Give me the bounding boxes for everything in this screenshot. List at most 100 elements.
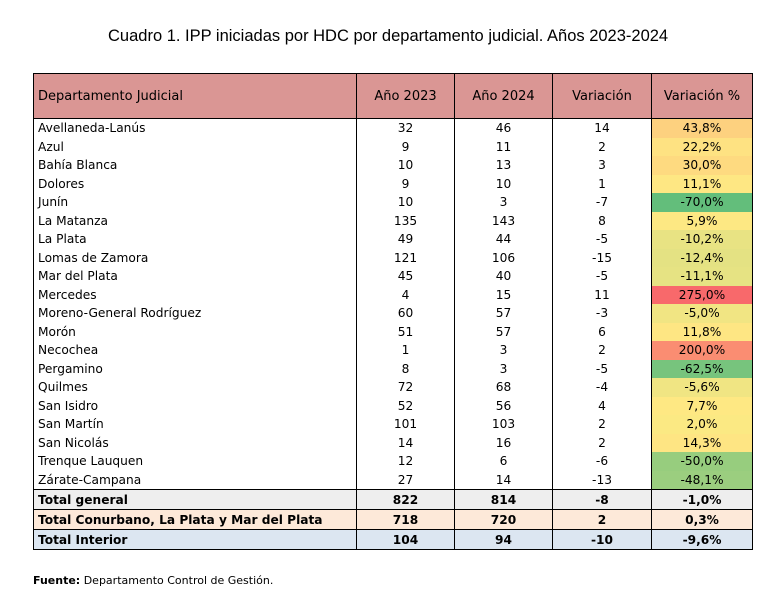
cell-anio-2023: 9 [356, 174, 455, 193]
cell-anio-2023: 8 [356, 359, 455, 378]
table-row: Azul 9 11 2 22,2% [33, 137, 753, 156]
cell-anio-2024: 11 [454, 137, 553, 156]
cell-departamento: San Martín [33, 415, 357, 434]
cell-variacion-pct: 5,9% [651, 211, 753, 230]
cell-anio-2024: 3 [454, 341, 553, 360]
cell-variacion-pct: 275,0% [651, 285, 753, 304]
header-variacion: Variación [552, 73, 652, 119]
cell-departamento: Mar del Plata [33, 267, 357, 286]
cell-departamento: Dolores [33, 174, 357, 193]
header-row: Departamento Judicial Año 2023 Año 2024 … [33, 73, 753, 119]
table-row: San Nicolás 14 16 2 14,3% [33, 433, 753, 452]
table-row: Mar del Plata 45 40 -5 -11,1% [33, 267, 753, 286]
total-anio-2023: 718 [356, 509, 455, 530]
cell-variacion: -6 [552, 452, 652, 471]
cell-departamento: Pergamino [33, 359, 357, 378]
total-anio-2023: 822 [356, 489, 455, 510]
cell-departamento: Moreno-General Rodríguez [33, 304, 357, 323]
table-row: Quilmes 72 68 -4 -5,6% [33, 378, 753, 397]
table-row: Bahía Blanca 10 13 3 30,0% [33, 156, 753, 175]
cell-anio-2023: 121 [356, 248, 455, 267]
total-variacion-pct: -1,0% [651, 489, 753, 510]
table-row: Zárate-Campana 27 14 -13 -48,1% [33, 470, 753, 490]
cell-variacion-pct: 7,7% [651, 396, 753, 415]
cell-departamento: La Matanza [33, 211, 357, 230]
cell-departamento: Junín [33, 193, 357, 212]
cell-variacion: -5 [552, 267, 652, 286]
cell-departamento: Bahía Blanca [33, 156, 357, 175]
table-row: Lomas de Zamora 121 106 -15 -12,4% [33, 248, 753, 267]
table-title: Cuadro 1. IPP iniciadas por HDC por depa… [108, 27, 669, 45]
cell-anio-2024: 3 [454, 359, 553, 378]
cell-departamento: Quilmes [33, 378, 357, 397]
cell-anio-2023: 72 [356, 378, 455, 397]
cell-variacion-pct: -70,0% [651, 193, 753, 212]
cell-variacion: 8 [552, 211, 652, 230]
cell-variacion: -15 [552, 248, 652, 267]
cell-variacion: -5 [552, 359, 652, 378]
cell-anio-2024: 68 [454, 378, 553, 397]
cell-anio-2024: 106 [454, 248, 553, 267]
table-row: Necochea 1 3 2 200,0% [33, 341, 753, 360]
cell-departamento: La Plata [33, 230, 357, 249]
total-anio-2023: 104 [356, 529, 455, 550]
cell-anio-2024: 10 [454, 174, 553, 193]
table-row: Moreno-General Rodríguez 60 57 -3 -5,0% [33, 304, 753, 323]
header-anio-2023: Año 2023 [356, 73, 455, 119]
cell-anio-2024: 3 [454, 193, 553, 212]
table-row: San Isidro 52 56 4 7,7% [33, 396, 753, 415]
total-label: Total Conurbano, La Plata y Mar del Plat… [33, 509, 357, 530]
cell-variacion: 1 [552, 174, 652, 193]
table-row: Pergamino 8 3 -5 -62,5% [33, 359, 753, 378]
table-row: Dolores 9 10 1 11,1% [33, 174, 753, 193]
cell-variacion-pct: -62,5% [651, 359, 753, 378]
table-row: Junín 10 3 -7 -70,0% [33, 193, 753, 212]
total-variacion: -10 [552, 529, 652, 550]
cell-anio-2023: 14 [356, 433, 455, 452]
cell-anio-2023: 32 [356, 118, 455, 138]
source-text: Departamento Control de Gestión. [80, 574, 274, 587]
cell-variacion: 3 [552, 156, 652, 175]
cell-anio-2024: 46 [454, 118, 553, 138]
cell-anio-2023: 4 [356, 285, 455, 304]
cell-anio-2023: 60 [356, 304, 455, 323]
cell-variacion: -5 [552, 230, 652, 249]
source-label: Fuente: [33, 574, 81, 587]
cell-variacion-pct: -50,0% [651, 452, 753, 471]
table-row: Mercedes 4 15 11 275,0% [33, 285, 753, 304]
cell-anio-2024: 57 [454, 304, 553, 323]
cell-variacion-pct: 200,0% [651, 341, 753, 360]
total-anio-2024: 814 [454, 489, 553, 510]
cell-departamento: Azul [33, 137, 357, 156]
cell-anio-2024: 143 [454, 211, 553, 230]
cell-anio-2024: 16 [454, 433, 553, 452]
cell-variacion-pct: -10,2% [651, 230, 753, 249]
cell-departamento: San Nicolás [33, 433, 357, 452]
total-variacion-pct: -9,6% [651, 529, 753, 550]
cell-anio-2024: 57 [454, 322, 553, 341]
cell-variacion: -3 [552, 304, 652, 323]
cell-variacion-pct: -5,6% [651, 378, 753, 397]
source-note: Fuente: Departamento Control de Gestión. [33, 574, 273, 587]
cell-anio-2024: 56 [454, 396, 553, 415]
cell-anio-2024: 44 [454, 230, 553, 249]
total-variacion: -8 [552, 489, 652, 510]
cell-variacion-pct: 22,2% [651, 137, 753, 156]
cell-variacion-pct: 2,0% [651, 415, 753, 434]
cell-variacion: 2 [552, 415, 652, 434]
total-variacion-pct: 0,3% [651, 509, 753, 530]
cell-variacion: -7 [552, 193, 652, 212]
cell-variacion-pct: -12,4% [651, 248, 753, 267]
cell-variacion-pct: 14,3% [651, 433, 753, 452]
cell-anio-2023: 52 [356, 396, 455, 415]
cell-variacion: -13 [552, 470, 652, 490]
table-row: San Martín 101 103 2 2,0% [33, 415, 753, 434]
cell-anio-2024: 13 [454, 156, 553, 175]
table-body: Avellaneda-Lanús 32 46 14 43,8% Azul 9 11 2 22,2%… [33, 118, 753, 550]
cell-anio-2024: 6 [454, 452, 553, 471]
cell-variacion: 11 [552, 285, 652, 304]
cell-variacion-pct: 11,8% [651, 322, 753, 341]
cell-anio-2024: 103 [454, 415, 553, 434]
cell-variacion: 2 [552, 137, 652, 156]
cell-anio-2023: 10 [356, 156, 455, 175]
